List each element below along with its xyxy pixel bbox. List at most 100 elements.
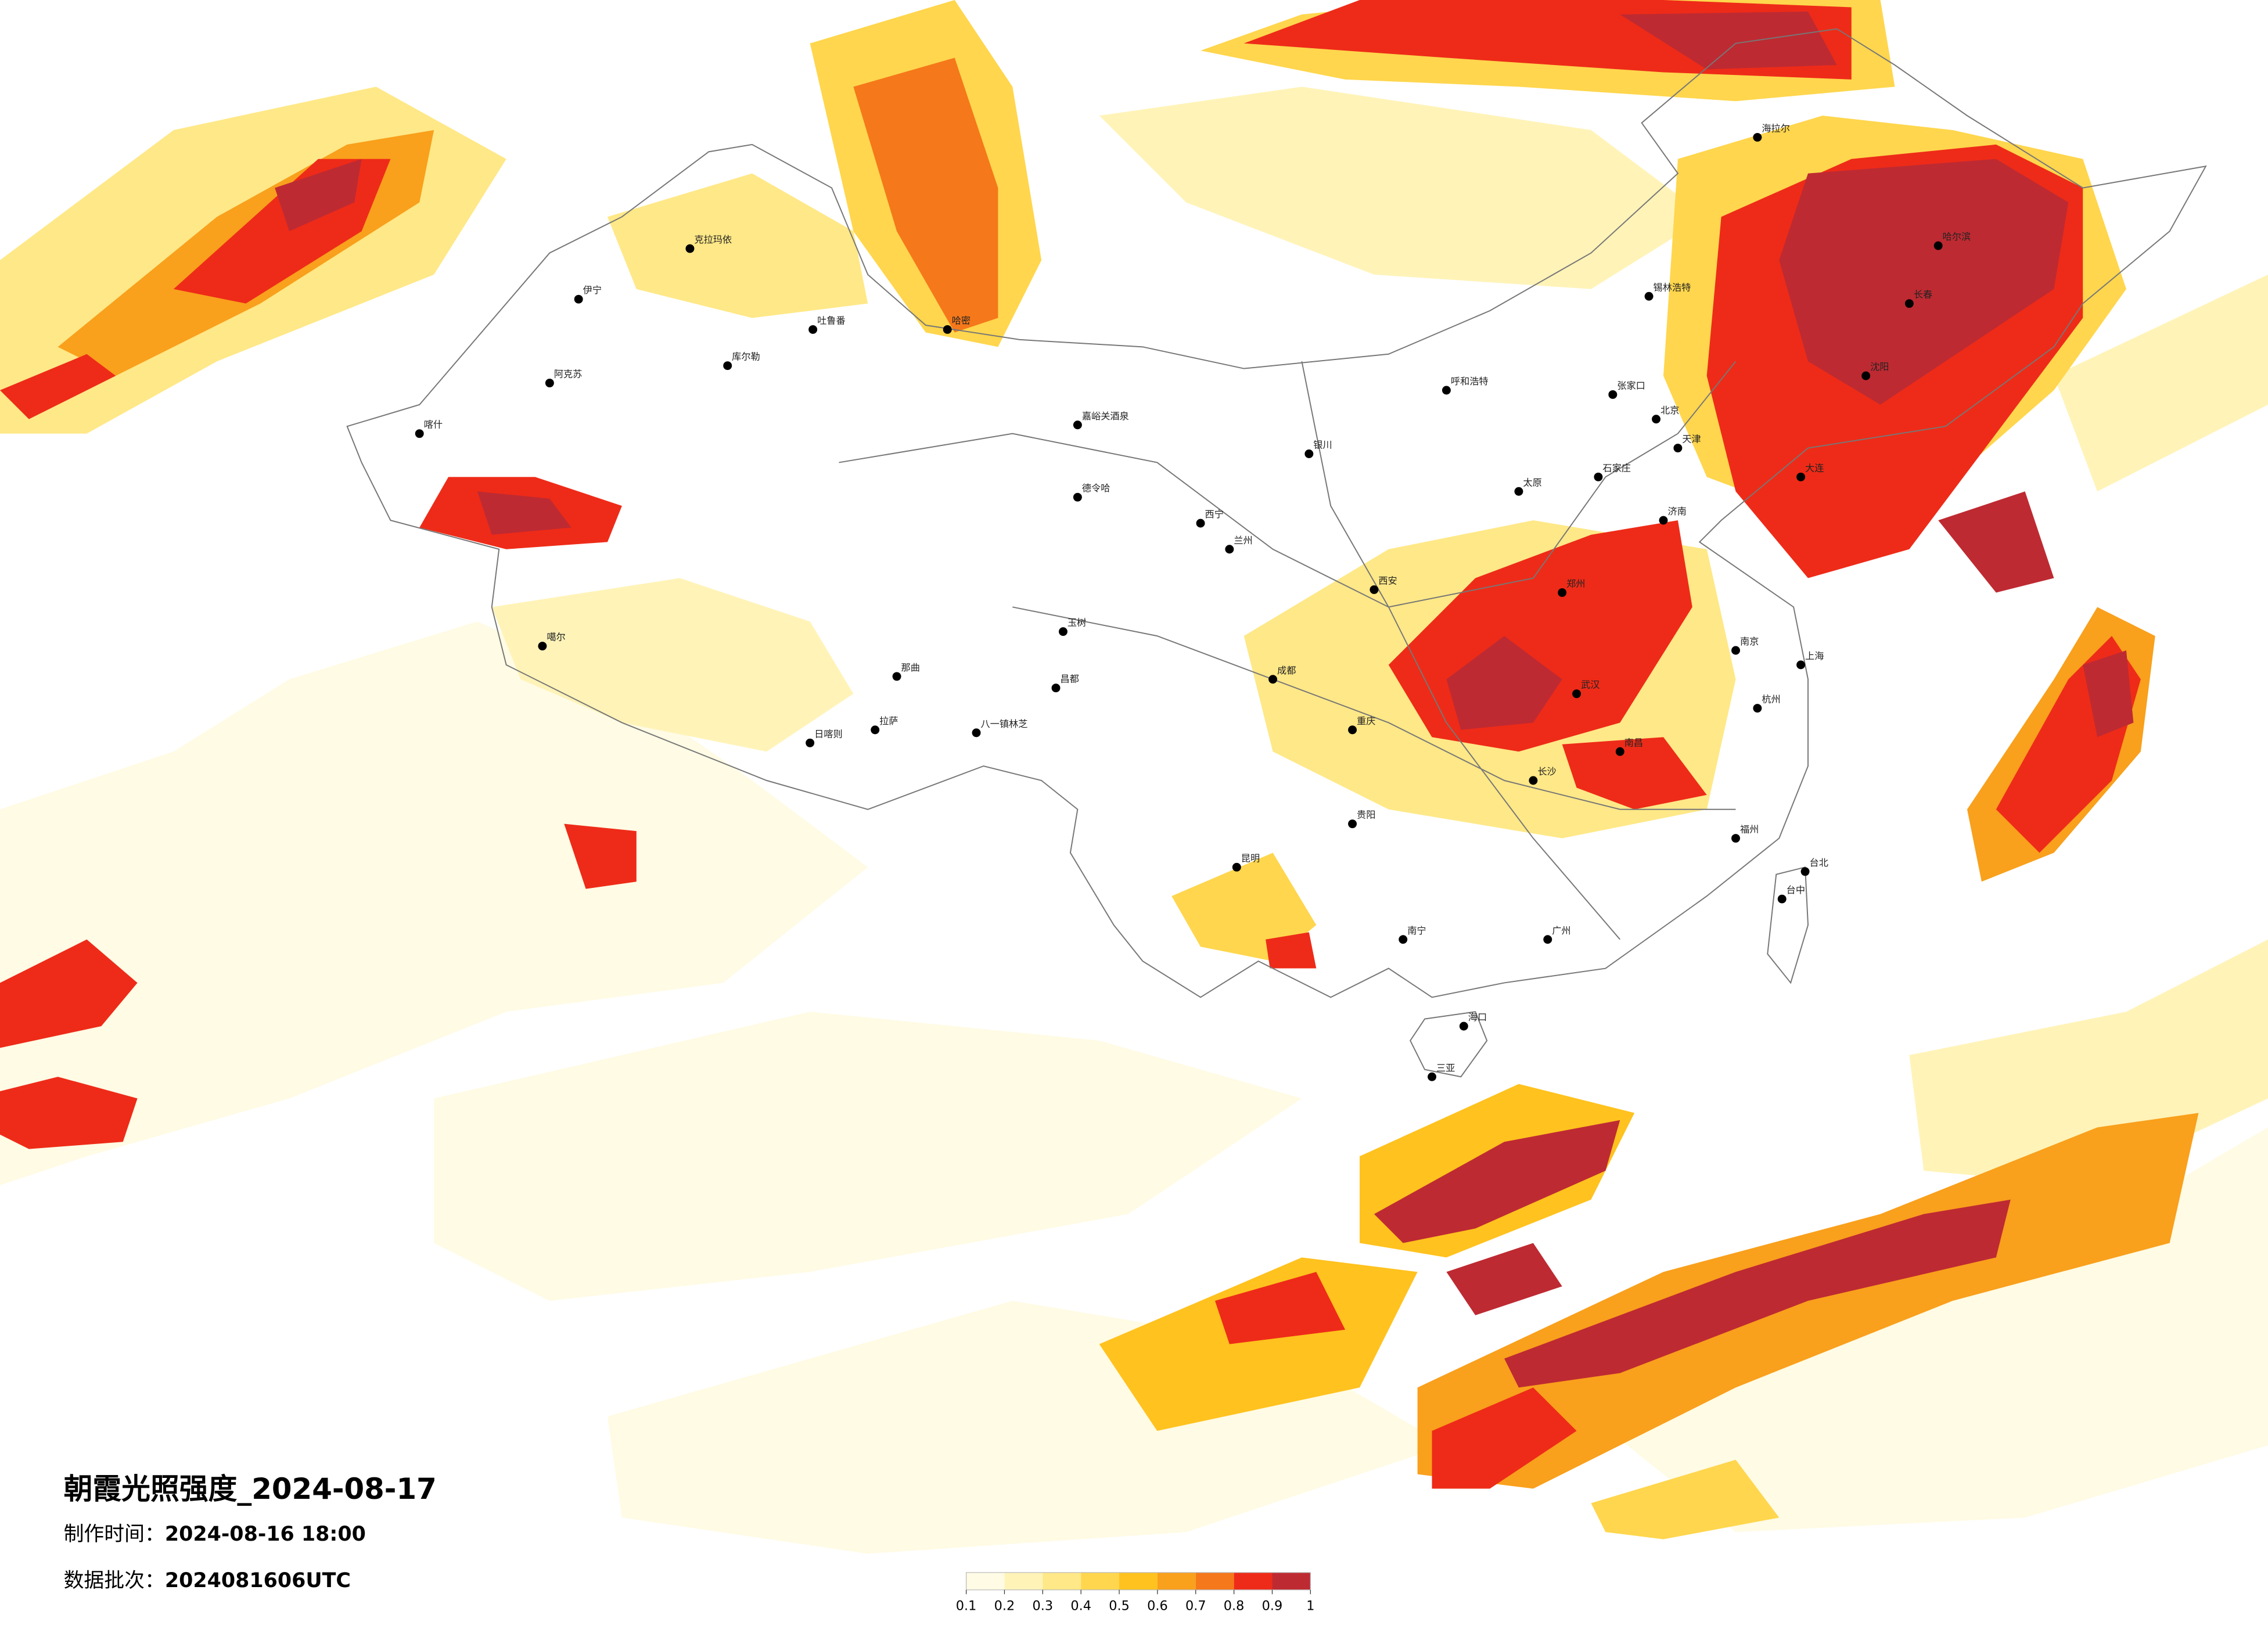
city-label: 拉萨 xyxy=(879,715,898,726)
city-label: 昌都 xyxy=(1060,674,1079,685)
city-dot xyxy=(1304,449,1314,458)
city-label: 兰州 xyxy=(1234,535,1252,546)
city-dot xyxy=(1608,390,1618,399)
city-label: 锡林浩特 xyxy=(1654,282,1691,293)
city-dot xyxy=(1459,1021,1468,1031)
city-dot xyxy=(1933,241,1943,250)
city-dot xyxy=(1753,704,1762,713)
city-label: 库尔勒 xyxy=(732,351,760,362)
city-dot xyxy=(1514,487,1523,496)
city-dot xyxy=(1615,747,1624,756)
city-dot xyxy=(1225,545,1234,554)
city-label: 贵阳 xyxy=(1357,810,1375,821)
city-dot xyxy=(943,325,952,334)
colorbar-tick-label: 0.8 xyxy=(1224,1599,1245,1614)
city-dot xyxy=(1196,519,1205,528)
colorbar-segment xyxy=(1272,1572,1311,1590)
city-label: 长春 xyxy=(1914,289,1932,300)
city-label: 成都 xyxy=(1277,665,1296,676)
colorbar-tick-label: 0.9 xyxy=(1262,1599,1283,1614)
city-dot xyxy=(871,725,880,735)
colorbar-tick-label: 0.1 xyxy=(956,1599,977,1614)
city-label: 张家口 xyxy=(1617,380,1645,391)
city-label: 郑州 xyxy=(1566,578,1585,589)
city-dot xyxy=(1731,646,1740,655)
data-batch: 数据批次：2024081606UTC xyxy=(64,1569,351,1592)
colorbar-segment xyxy=(1004,1572,1043,1590)
city-dot xyxy=(892,672,901,681)
city-dot xyxy=(1861,371,1871,380)
city-label: 阿克苏 xyxy=(554,369,583,380)
city-dot xyxy=(1800,867,1810,876)
city-label: 南昌 xyxy=(1624,737,1643,748)
city-label: 杭州 xyxy=(1762,694,1780,705)
city-label: 福州 xyxy=(1740,824,1759,835)
city-dot xyxy=(1753,132,1762,142)
city-label: 南京 xyxy=(1740,636,1759,647)
city-dot xyxy=(1796,660,1806,670)
city-dot xyxy=(1558,588,1567,597)
city-label: 太原 xyxy=(1523,477,1541,488)
city-label: 呼和浩特 xyxy=(1451,376,1489,387)
city-label: 石家庄 xyxy=(1602,462,1631,473)
city-dot xyxy=(685,244,695,253)
city-label: 广州 xyxy=(1552,925,1570,936)
city-label: 噶尔 xyxy=(547,632,565,643)
city-label: 德令哈 xyxy=(1082,483,1110,494)
city-dot xyxy=(1073,420,1082,430)
city-label: 海拉尔 xyxy=(1762,123,1790,134)
city-label: 八一镇林芝 xyxy=(981,718,1028,729)
colorbar-segment xyxy=(1234,1572,1273,1590)
city-dot xyxy=(1659,516,1668,525)
city-label: 海口 xyxy=(1468,1012,1487,1023)
city-label: 喀什 xyxy=(424,419,443,430)
city-label: 济南 xyxy=(1667,506,1686,517)
colorbar: 0.1 0.2 0.3 0.4 0.5 0.6 0.7 0.8 0.9 1 xyxy=(956,1572,1314,1614)
city-dot xyxy=(1428,1072,1437,1081)
city-dot xyxy=(538,642,547,650)
city-dot xyxy=(545,379,554,388)
city-label: 哈密 xyxy=(952,315,971,326)
city-dot xyxy=(1777,894,1787,904)
city-dot xyxy=(1399,935,1408,944)
city-dot xyxy=(1073,492,1082,502)
borders xyxy=(346,28,2207,1078)
city-label: 南宁 xyxy=(1407,925,1426,936)
colorbar-tick-label: 1 xyxy=(1306,1599,1314,1614)
data-batch-label: 数据批次： xyxy=(64,1569,165,1592)
colorbar-tick-label: 0.3 xyxy=(1033,1599,1054,1614)
city-dot xyxy=(723,361,732,370)
city-dot xyxy=(806,738,815,747)
city-dot xyxy=(1370,585,1379,594)
production-time-value: 2024-08-16 18:00 xyxy=(165,1523,366,1546)
city-label: 大连 xyxy=(1805,462,1824,473)
colorbar-tick-label: 0.2 xyxy=(994,1599,1015,1614)
city-dot xyxy=(1796,472,1806,481)
city-label: 台中 xyxy=(1787,884,1805,895)
colorbar-segment xyxy=(966,1572,1005,1590)
city-dot xyxy=(574,294,583,304)
city-label: 上海 xyxy=(1805,650,1824,661)
city-label: 伊宁 xyxy=(583,285,602,296)
colorbar-tick-label: 0.4 xyxy=(1070,1599,1091,1614)
colorbar-segment xyxy=(1081,1572,1120,1590)
city-label: 嘉峪关酒泉 xyxy=(1082,411,1129,422)
colorbar-tick-label: 0.7 xyxy=(1185,1599,1206,1614)
city-dot xyxy=(1442,386,1451,395)
colorbar-tick-label: 0.5 xyxy=(1109,1599,1130,1614)
city-dot xyxy=(1644,292,1654,301)
city-label: 银川 xyxy=(1313,440,1332,451)
city-label: 台北 xyxy=(1810,857,1828,868)
city-label: 吐鲁番 xyxy=(817,315,846,326)
city-dot xyxy=(1543,935,1552,944)
city-label: 昆明 xyxy=(1241,852,1260,864)
city-label: 哈尔滨 xyxy=(1943,231,1971,242)
colorbar-segment xyxy=(1043,1572,1081,1590)
city-label: 日喀则 xyxy=(814,728,843,739)
city-dot xyxy=(1058,627,1067,636)
city-dot xyxy=(1572,689,1582,699)
city-dot xyxy=(1673,444,1683,453)
production-time: 制作时间：2024-08-16 18:00 xyxy=(64,1523,366,1546)
city-dot xyxy=(1594,472,1603,481)
